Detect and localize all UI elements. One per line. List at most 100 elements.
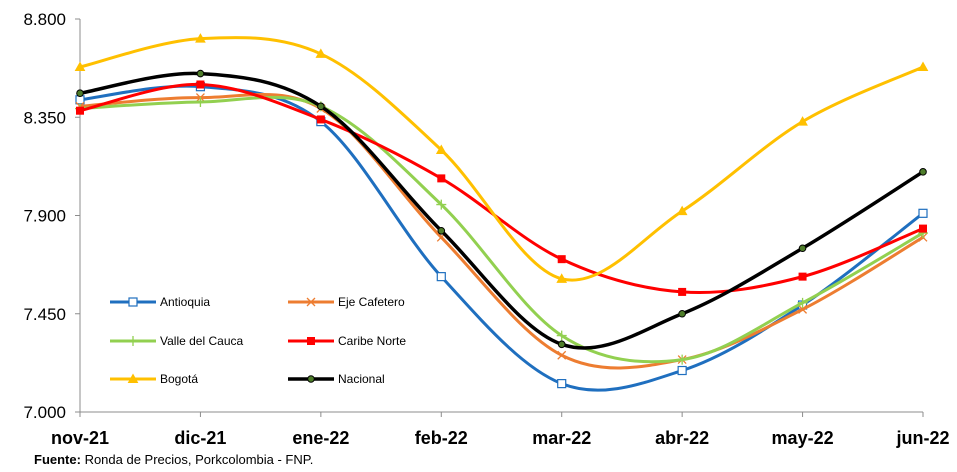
- marker-shape: [307, 375, 315, 383]
- series-line: [78, 84, 925, 392]
- data-point: [436, 272, 446, 282]
- data-point: [556, 273, 568, 283]
- series-line: [78, 36, 925, 282]
- marker-shape: [676, 205, 688, 216]
- series-nacional: [76, 69, 927, 350]
- x-tick-label: jun-22: [895, 428, 949, 448]
- marker-shape: [797, 116, 808, 126]
- data-point: [798, 304, 808, 314]
- data-point: [919, 224, 927, 233]
- data-point: [678, 309, 686, 318]
- data-point: [676, 205, 688, 216]
- marker-shape: [678, 309, 686, 318]
- x-tick-label: dic-21: [174, 428, 226, 448]
- data-point: [677, 354, 688, 365]
- y-axis: 7.000 7.450 7.900 8.350 8.800: [23, 10, 81, 422]
- legend-swatch-marker: [307, 375, 315, 383]
- marker-shape: [677, 365, 687, 376]
- data-point: [917, 61, 929, 72]
- marker-shape: [435, 144, 447, 154]
- marker-shape: [195, 96, 206, 107]
- marker-shape: [315, 48, 327, 58]
- marker-shape: [798, 244, 807, 253]
- data-point: [797, 116, 808, 126]
- marker-shape: [557, 340, 566, 349]
- y-tick-label: 8.800: [23, 10, 66, 29]
- marker-shape: [306, 297, 316, 307]
- legend-label: Bogotá: [160, 372, 198, 386]
- legend-item: Antioquia: [110, 295, 210, 309]
- marker-shape: [436, 272, 446, 282]
- series-line: [78, 95, 925, 364]
- marker-shape: [76, 89, 84, 98]
- legend-label: Antioquia: [160, 295, 210, 309]
- data-point: [316, 115, 325, 124]
- legend-label: Nacional: [338, 372, 385, 386]
- marker-shape: [798, 272, 807, 281]
- data-point: [436, 199, 447, 210]
- marker-shape: [437, 174, 446, 183]
- marker-shape: [76, 106, 84, 115]
- legend-swatch-marker: [307, 337, 315, 345]
- marker-shape: [127, 373, 139, 383]
- marker-shape: [556, 330, 567, 341]
- marker-shape: [556, 273, 568, 283]
- legend-item: Caribe Norte: [288, 334, 406, 348]
- data-point: [557, 255, 566, 264]
- legend-swatch-marker: [306, 297, 316, 307]
- legend-item: Eje Cafetero: [288, 295, 405, 309]
- marker-shape: [317, 102, 325, 111]
- marker-shape: [557, 350, 567, 360]
- series-lines: [74, 33, 929, 392]
- data-point: [557, 379, 567, 389]
- marker-shape: [196, 69, 205, 78]
- data-point: [74, 61, 86, 72]
- data-point: [556, 330, 567, 341]
- y-tick-label: 7.900: [23, 207, 66, 226]
- data-point: [76, 89, 84, 98]
- legend-item: Valle del Cauca: [110, 334, 243, 348]
- data-point: [798, 244, 807, 253]
- marker-shape: [917, 61, 929, 72]
- marker-shape: [918, 208, 928, 218]
- data-point: [317, 102, 325, 111]
- series-line: [78, 71, 925, 350]
- x-tick-label: feb-22: [415, 428, 468, 448]
- data-point: [798, 272, 807, 281]
- data-point: [315, 48, 327, 58]
- y-tick-label: 7.450: [23, 305, 66, 324]
- data-point: [76, 106, 84, 115]
- marker-shape: [128, 297, 138, 307]
- x-tick-label: ene-22: [292, 428, 349, 448]
- marker-shape: [196, 80, 205, 89]
- legend-item: Nacional: [288, 372, 385, 386]
- marker-shape: [436, 199, 447, 210]
- marker-shape: [919, 168, 927, 176]
- data-point: [437, 226, 446, 235]
- marker-shape: [557, 255, 566, 264]
- x-tick-label: mar-22: [532, 428, 591, 448]
- data-point: [919, 168, 927, 176]
- series-valle-del-cauca: [75, 95, 928, 365]
- marker-shape: [678, 287, 687, 296]
- marker-shape: [919, 224, 927, 233]
- series-eje-cafetero: [75, 92, 928, 370]
- data-point: [196, 80, 205, 89]
- legend-swatch-marker: [127, 373, 139, 383]
- marker-shape: [128, 336, 138, 346]
- marker-shape: [74, 61, 86, 72]
- x-tick-label: nov-21: [51, 428, 109, 448]
- legend-label: Caribe Norte: [338, 334, 406, 348]
- series-bogota: [74, 33, 929, 283]
- data-point: [677, 365, 687, 376]
- data-point: [557, 350, 567, 360]
- series-line: [78, 82, 925, 295]
- x-tick-label: may-22: [772, 428, 834, 448]
- data-point: [437, 174, 446, 183]
- source-label: Fuente:: [34, 452, 81, 467]
- legend-label: Valle del Cauca: [160, 334, 243, 348]
- legend-item: Bogotá: [110, 372, 198, 386]
- source-text: Ronda de Precios, Porkcolombia - FNP.: [80, 452, 314, 467]
- y-tick-label: 7.000: [23, 403, 66, 422]
- data-point: [797, 297, 808, 308]
